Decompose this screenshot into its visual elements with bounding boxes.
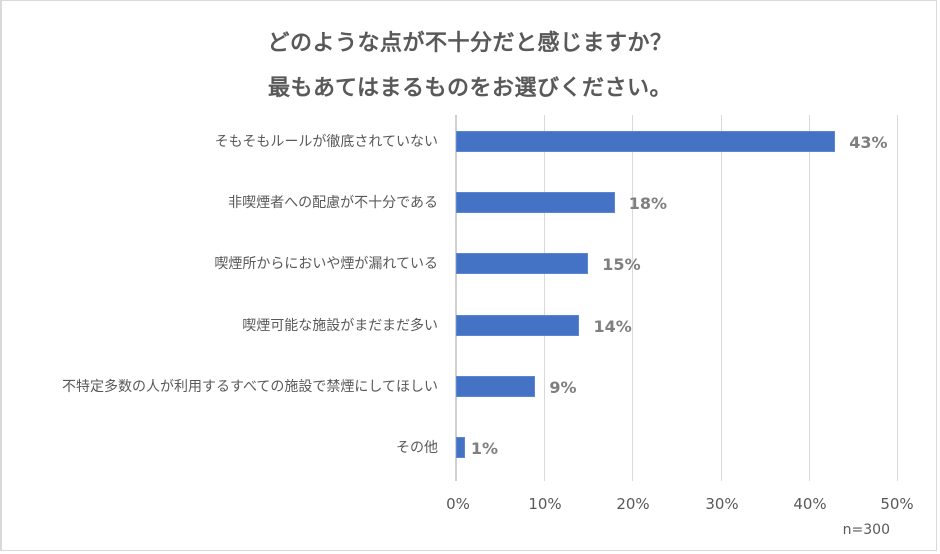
x-tick-label: 40% [793, 495, 827, 513]
chart-subtitle: 最もあてはまるものをお選びください。 [267, 76, 673, 101]
category-label: 喫煙所からにおいや煙が漏れている [214, 256, 438, 272]
category-label: 不特定多数の人が利用するすべての施設で禁煙にしてほしい [61, 379, 438, 395]
bar-value-label: 1% [470, 439, 498, 458]
bar [456, 131, 836, 152]
bar [456, 192, 615, 213]
bar [456, 253, 589, 274]
gridline-50 [897, 115, 898, 481]
x-tick-label: 30% [705, 495, 739, 513]
bar-value-label: 14% [593, 317, 632, 336]
category-label: 喫煙可能な施設がまだまだ多い [242, 318, 438, 334]
y-axis-line [455, 115, 457, 481]
plot-area [455, 115, 898, 481]
x-tick-label: 20% [616, 495, 650, 513]
gridline-20 [632, 115, 633, 481]
x-tick-label: 50% [880, 495, 914, 513]
bar [456, 437, 465, 458]
bar [456, 315, 580, 336]
gridline-10 [544, 115, 545, 481]
category-label: 非喫煙者への配慮が不十分である [228, 195, 438, 211]
category-label: その他 [396, 440, 438, 456]
category-label: そもそもルールが徹底されていない [214, 134, 438, 150]
bar [456, 376, 536, 397]
sample-size-note: n=300 [842, 522, 890, 538]
gridline-40 [809, 115, 810, 481]
gridline-30 [721, 115, 722, 481]
bar-value-label: 15% [602, 255, 641, 274]
chart-title: どのような点が不十分だと感じますか？ [267, 31, 673, 56]
bar-value-label: 43% [849, 133, 888, 152]
x-tick-label: 10% [528, 495, 562, 513]
x-tick-label: 0% [446, 495, 470, 513]
bar-value-label: 18% [628, 194, 668, 213]
bar-value-label: 9% [549, 378, 577, 397]
